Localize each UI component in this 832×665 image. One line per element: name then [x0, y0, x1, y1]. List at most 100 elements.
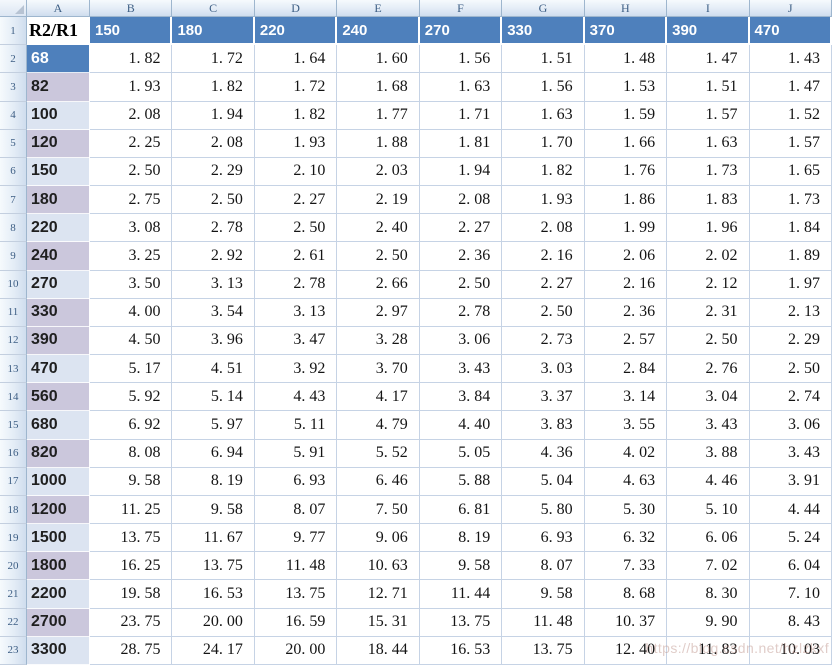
cell-I8[interactable]: 1. 96 — [667, 214, 750, 243]
row-header-3[interactable]: 3 — [0, 73, 27, 102]
cell-B9[interactable]: 3. 25 — [90, 242, 173, 271]
cell-J8[interactable]: 1. 84 — [749, 214, 832, 243]
cell-F20[interactable]: 9. 58 — [419, 552, 503, 581]
cell-B19[interactable]: 13. 75 — [90, 524, 173, 553]
cell-B6[interactable]: 2. 50 — [90, 157, 173, 187]
row-header-6[interactable]: 6 — [0, 157, 27, 187]
cell-B14[interactable]: 5. 92 — [90, 383, 173, 412]
cell-E14[interactable]: 4. 17 — [337, 383, 420, 412]
cell-I21[interactable]: 8. 30 — [667, 580, 750, 609]
cell-C7[interactable]: 2. 50 — [172, 186, 255, 215]
cell-D12[interactable]: 3. 47 — [254, 326, 338, 356]
cell-G2[interactable]: 1. 51 — [502, 45, 585, 74]
cell-C10[interactable]: 3. 13 — [172, 270, 255, 299]
cell-H23[interactable]: 12. 40 — [584, 636, 668, 665]
cell-G21[interactable]: 9. 58 — [502, 580, 585, 609]
cell-H6[interactable]: 1. 76 — [584, 157, 668, 187]
cell-B22[interactable]: 23. 75 — [90, 608, 173, 637]
cell-I4[interactable]: 1. 57 — [667, 101, 750, 130]
cell-G16[interactable]: 4. 36 — [502, 439, 585, 468]
cell-B15[interactable]: 6. 92 — [90, 411, 173, 440]
cell-H11[interactable]: 2. 36 — [584, 298, 668, 327]
cell-I15[interactable]: 3. 43 — [667, 411, 750, 440]
cell-A11[interactable]: 330 — [27, 298, 90, 327]
cell-C18[interactable]: 9. 58 — [172, 495, 255, 525]
cell-A14[interactable]: 560 — [27, 383, 90, 412]
cell-G3[interactable]: 1. 56 — [502, 73, 585, 102]
cell-J9[interactable]: 1. 89 — [749, 242, 832, 271]
cell-H20[interactable]: 7. 33 — [584, 552, 668, 581]
cell-J3[interactable]: 1. 47 — [749, 73, 832, 102]
row-header-8[interactable]: 8 — [0, 214, 27, 243]
cell-D17[interactable]: 6. 93 — [254, 467, 338, 496]
cell-F18[interactable]: 6. 81 — [419, 495, 503, 525]
cell-I22[interactable]: 9. 90 — [667, 608, 750, 637]
cell-A6[interactable]: 150 — [27, 157, 90, 187]
cell-E15[interactable]: 4. 79 — [337, 411, 420, 440]
cell-J14[interactable]: 2. 74 — [749, 383, 832, 412]
cell-C6[interactable]: 2. 29 — [172, 157, 255, 187]
cell-F21[interactable]: 11. 44 — [419, 580, 503, 609]
cell-D3[interactable]: 1. 72 — [254, 73, 338, 102]
cell-B4[interactable]: 2. 08 — [90, 101, 173, 130]
cell-B12[interactable]: 4. 50 — [90, 326, 173, 356]
row-header-15[interactable]: 15 — [0, 411, 27, 440]
cell-J20[interactable]: 6. 04 — [749, 552, 832, 581]
cell-B17[interactable]: 9. 58 — [90, 467, 173, 496]
cell-A8[interactable]: 220 — [27, 214, 90, 243]
cell-F23[interactable]: 16. 53 — [419, 636, 503, 665]
cell-E10[interactable]: 2. 66 — [337, 270, 420, 299]
row-header-11[interactable]: 11 — [0, 298, 27, 327]
cell-G10[interactable]: 2. 27 — [502, 270, 585, 299]
row-header-23[interactable]: 23 — [0, 636, 27, 665]
cell-H13[interactable]: 2. 84 — [584, 355, 668, 384]
cell-H3[interactable]: 1. 53 — [584, 73, 668, 102]
cell-F17[interactable]: 5. 88 — [419, 467, 503, 496]
cell-F16[interactable]: 5. 05 — [419, 439, 503, 468]
cell-A17[interactable]: 1000 — [27, 467, 90, 496]
cell-H14[interactable]: 3. 14 — [584, 383, 668, 412]
cell-I5[interactable]: 1. 63 — [667, 129, 750, 158]
row-header-5[interactable]: 5 — [0, 129, 27, 158]
cell-H22[interactable]: 10. 37 — [584, 608, 668, 637]
cell-E8[interactable]: 2. 40 — [337, 214, 420, 243]
cell-D20[interactable]: 11. 48 — [254, 552, 338, 581]
cell-G15[interactable]: 3. 83 — [502, 411, 585, 440]
cell-J1[interactable]: 470 — [749, 17, 832, 46]
column-header-J[interactable]: J — [749, 0, 832, 17]
cell-D8[interactable]: 2. 50 — [254, 214, 338, 243]
cell-E12[interactable]: 3. 28 — [337, 326, 420, 356]
cell-B5[interactable]: 2. 25 — [90, 129, 173, 158]
cell-D9[interactable]: 2. 61 — [254, 242, 338, 271]
cell-D15[interactable]: 5. 11 — [254, 411, 338, 440]
cell-H2[interactable]: 1. 48 — [584, 45, 668, 74]
cell-D2[interactable]: 1. 64 — [254, 45, 338, 74]
cell-F8[interactable]: 2. 27 — [419, 214, 503, 243]
cell-I16[interactable]: 3. 88 — [667, 439, 750, 468]
cell-F7[interactable]: 2. 08 — [419, 186, 503, 215]
cell-J11[interactable]: 2. 13 — [749, 298, 832, 327]
cell-A23[interactable]: 3300 — [27, 636, 90, 665]
cell-C4[interactable]: 1. 94 — [172, 101, 255, 130]
row-header-4[interactable]: 4 — [0, 101, 27, 130]
cell-G20[interactable]: 8. 07 — [502, 552, 585, 581]
cell-B23[interactable]: 28. 75 — [90, 636, 173, 665]
cell-I19[interactable]: 6. 06 — [667, 524, 750, 553]
cell-G14[interactable]: 3. 37 — [502, 383, 585, 412]
cell-E18[interactable]: 7. 50 — [337, 495, 420, 525]
cell-H1[interactable]: 370 — [584, 17, 668, 46]
cell-F10[interactable]: 2. 50 — [419, 270, 503, 299]
cell-D5[interactable]: 1. 93 — [254, 129, 338, 158]
cell-E4[interactable]: 1. 77 — [337, 101, 420, 130]
cell-I18[interactable]: 5. 10 — [667, 495, 750, 525]
cell-F11[interactable]: 2. 78 — [419, 298, 503, 327]
cell-E13[interactable]: 3. 70 — [337, 355, 420, 384]
cell-H18[interactable]: 5. 30 — [584, 495, 668, 525]
cell-E16[interactable]: 5. 52 — [337, 439, 420, 468]
cell-G12[interactable]: 2. 73 — [502, 326, 585, 356]
cell-H21[interactable]: 8. 68 — [584, 580, 668, 609]
cell-E5[interactable]: 1. 88 — [337, 129, 420, 158]
cell-F13[interactable]: 3. 43 — [419, 355, 503, 384]
cell-C5[interactable]: 2. 08 — [172, 129, 255, 158]
cell-G19[interactable]: 6. 93 — [502, 524, 585, 553]
